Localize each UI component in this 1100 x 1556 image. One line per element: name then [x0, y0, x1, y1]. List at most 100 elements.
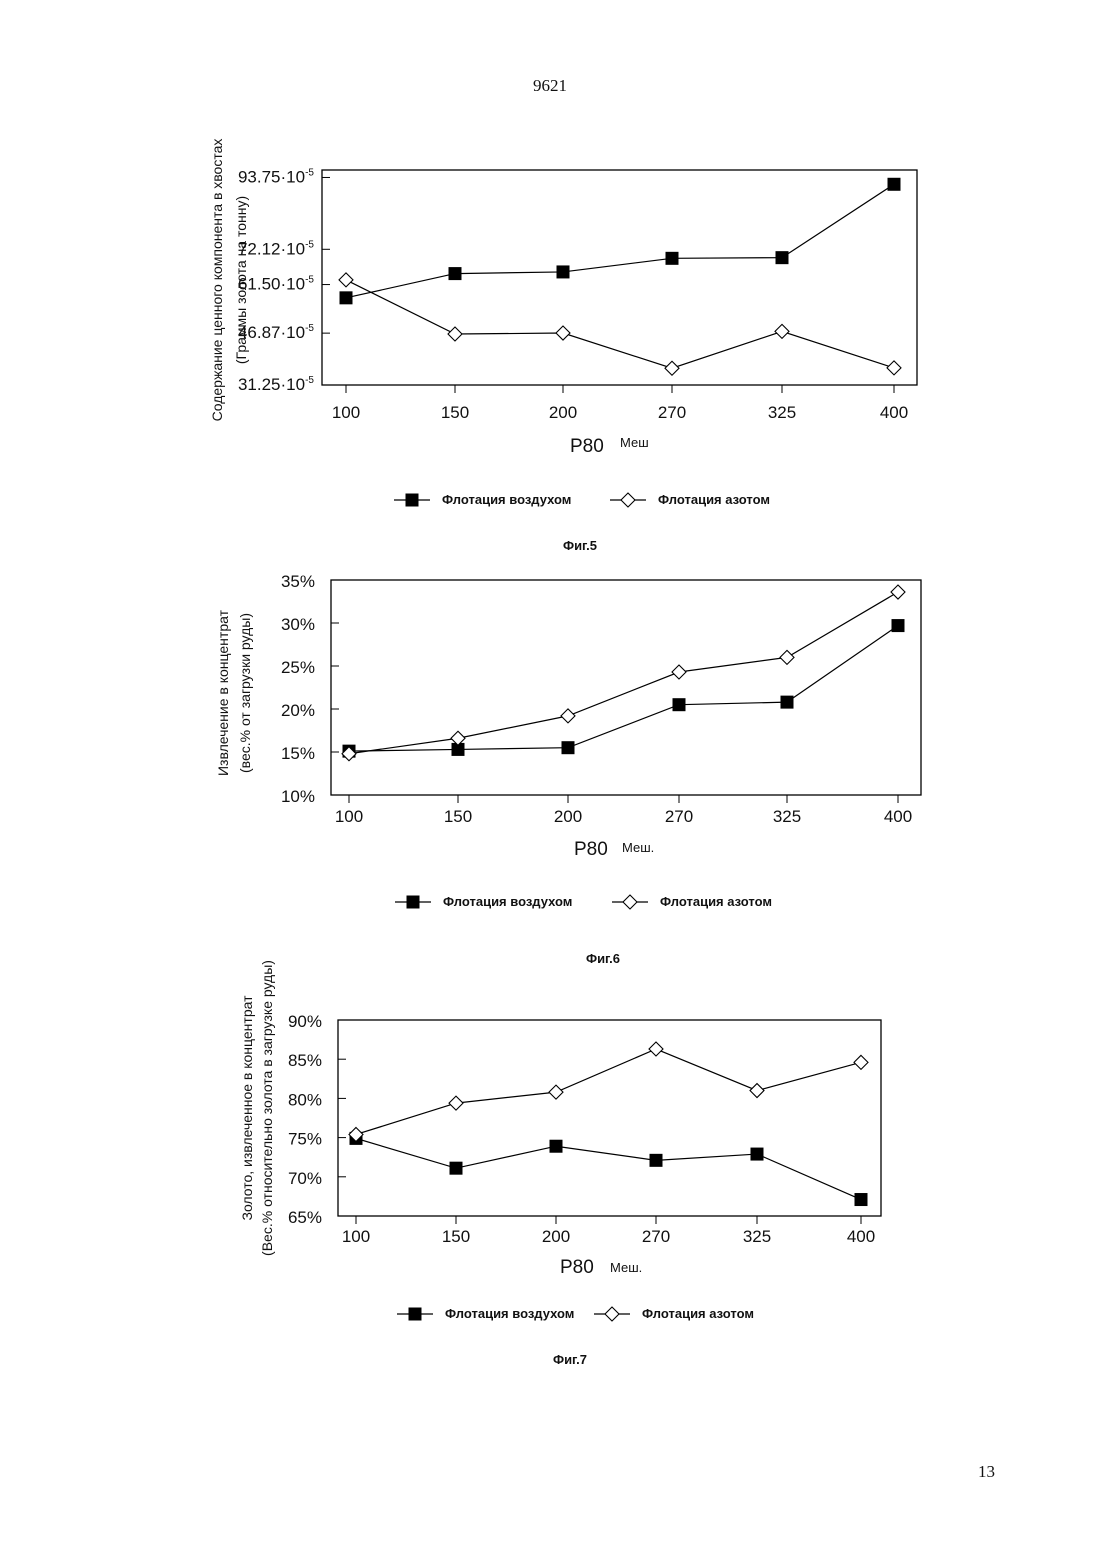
data-point-diamond: [556, 326, 570, 340]
y-tick-label: 31.25·10-5: [238, 375, 314, 394]
legend-label: Флотация воздухом: [442, 492, 571, 507]
y-tick-label: 20%: [281, 701, 315, 720]
data-point-square: [855, 1193, 868, 1206]
data-point-diamond: [780, 650, 794, 664]
y-axis-title-line: (Граммы золота на тонну): [233, 196, 249, 364]
y-axis-title-line: Содержание ценного компонента в хвостах: [209, 139, 225, 422]
y-tick-base: ·10: [281, 239, 306, 258]
data-point-square: [776, 251, 789, 264]
x-axis-title: P80: [570, 436, 604, 457]
y-tick-label: 70%: [288, 1169, 322, 1188]
legend-marker-square: [407, 896, 420, 909]
data-point-square: [751, 1148, 764, 1161]
y-tick-exponent: -5: [305, 275, 314, 286]
y-tick-label: 85%: [288, 1051, 322, 1070]
x-tick-label: 270: [658, 403, 686, 422]
x-tick-label: 150: [441, 403, 469, 422]
x-tick-label: 200: [554, 807, 582, 826]
y-tick-label: 75%: [288, 1130, 322, 1149]
legend-label: Флотация воздухом: [443, 894, 572, 909]
series-line-square: [349, 626, 898, 752]
series-line-square: [346, 184, 894, 298]
y-tick-label: 65%: [288, 1208, 322, 1227]
y-axis-title-line: (Вес.% относительно золота в загрузке ру…: [259, 960, 275, 1256]
y-tick-base: ·10: [281, 167, 306, 186]
data-point-square: [340, 291, 353, 304]
page-header: 9621: [0, 76, 1100, 96]
y-tick-label: 80%: [288, 1090, 322, 1109]
figure-caption: Фиг.5: [563, 538, 597, 553]
y-tick-base: ·10: [281, 375, 306, 394]
data-point-square: [557, 265, 570, 278]
legend-label: Флотация воздухом: [445, 1306, 574, 1321]
x-axis-unit: Меш.: [622, 840, 654, 855]
figure-caption: Фиг.6: [586, 951, 620, 966]
legend-label: Флотация азотом: [642, 1306, 754, 1321]
data-point-square: [550, 1140, 563, 1153]
x-axis-title: P80: [560, 1257, 594, 1278]
y-tick-mantissa: 93.75: [238, 167, 281, 186]
y-axis-title-line: Извлечение в концентрат: [215, 609, 231, 776]
y-tick-label: 90%: [288, 1012, 322, 1031]
data-point-square: [673, 698, 686, 711]
data-point-diamond: [891, 585, 905, 599]
figure-5-chart: 31.25·10-546.87·10-561.50·10-572.12·10-5…: [0, 150, 1100, 550]
data-point-square: [892, 619, 905, 632]
data-point-diamond: [649, 1042, 663, 1056]
y-tick-label: 46.87·10-5: [238, 323, 314, 342]
y-tick-label: 10%: [281, 787, 315, 806]
figure-6-chart: 10%15%20%25%30%35%100150200270325400P80М…: [0, 560, 1100, 980]
x-tick-label: 400: [880, 403, 908, 422]
y-tick-label: 61.50·10-5: [238, 275, 314, 294]
x-axis-title: P80: [574, 839, 608, 860]
x-tick-label: 400: [847, 1227, 875, 1246]
series-line-diamond: [349, 592, 898, 754]
x-tick-label: 100: [335, 807, 363, 826]
y-tick-base: ·10: [281, 323, 306, 342]
x-axis-unit: Меш: [620, 435, 649, 450]
data-point-square: [666, 252, 679, 265]
data-point-square: [450, 1162, 463, 1175]
y-axis-title-line: Золото, извлеченное в концентрат: [239, 995, 255, 1221]
figure-caption: Фиг.7: [553, 1352, 587, 1367]
y-tick-label: 72.12·10-5: [238, 239, 314, 258]
data-point-diamond: [665, 361, 679, 375]
data-point-diamond: [854, 1055, 868, 1069]
plot-frame: [322, 170, 917, 385]
legend-label: Флотация азотом: [660, 894, 772, 909]
data-point-square: [449, 267, 462, 280]
x-tick-label: 325: [768, 403, 796, 422]
data-point-diamond: [449, 1096, 463, 1110]
y-tick-base: ·10: [281, 275, 306, 294]
plot-frame: [338, 1020, 881, 1216]
y-axis-title: Золото, извлеченное в концентрат(Вес.% о…: [239, 960, 275, 1256]
x-tick-label: 100: [342, 1227, 370, 1246]
x-tick-label: 150: [444, 807, 472, 826]
legend-marker-square: [406, 494, 419, 507]
x-tick-label: 270: [642, 1227, 670, 1246]
page-number: 13: [978, 1462, 995, 1482]
data-point-square: [781, 696, 794, 709]
data-point-diamond: [549, 1085, 563, 1099]
x-tick-label: 200: [542, 1227, 570, 1246]
series-line-square: [356, 1138, 861, 1199]
x-tick-label: 400: [884, 807, 912, 826]
legend-marker-diamond: [621, 493, 635, 507]
data-point-diamond: [561, 709, 575, 723]
data-point-diamond: [339, 273, 353, 287]
data-point-square: [888, 178, 901, 191]
y-tick-exponent: -5: [305, 239, 314, 250]
y-axis-title: Извлечение в концентрат(вес.% от загрузк…: [215, 609, 253, 776]
data-point-square: [562, 741, 575, 754]
y-tick-exponent: -5: [305, 375, 314, 386]
y-tick-exponent: -5: [305, 323, 314, 334]
legend-label: Флотация азотом: [658, 492, 770, 507]
y-tick-mantissa: 31.25: [238, 375, 281, 394]
x-axis-unit: Меш.: [610, 1260, 642, 1275]
x-tick-label: 325: [773, 807, 801, 826]
y-tick-label: 15%: [281, 744, 315, 763]
data-point-diamond: [448, 327, 462, 341]
data-point-square: [650, 1154, 663, 1167]
y-tick-exponent: -5: [305, 167, 314, 178]
data-point-diamond: [750, 1084, 764, 1098]
